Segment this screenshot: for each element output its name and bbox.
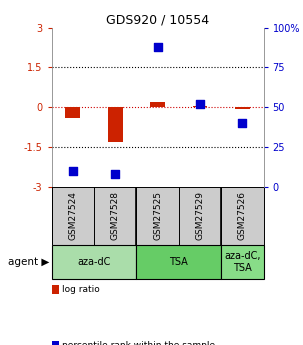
Bar: [235, 107, 250, 109]
Bar: [193, 106, 208, 107]
Text: GSM27528: GSM27528: [111, 191, 120, 240]
Text: percentile rank within the sample: percentile rank within the sample: [62, 341, 215, 345]
Title: GDS920 / 10554: GDS920 / 10554: [106, 13, 209, 27]
Text: TSA: TSA: [169, 257, 188, 267]
FancyBboxPatch shape: [221, 245, 264, 279]
Point: [240, 120, 245, 126]
Point: [113, 171, 118, 177]
Point: [70, 168, 75, 174]
Bar: [108, 107, 123, 142]
Text: GSM27526: GSM27526: [238, 191, 247, 240]
Text: GSM27529: GSM27529: [195, 191, 205, 240]
Text: aza-dC,
TSA: aza-dC, TSA: [224, 251, 261, 273]
Bar: [150, 102, 165, 107]
Text: aza-dC: aza-dC: [77, 257, 111, 267]
Point: [155, 44, 160, 49]
FancyBboxPatch shape: [52, 245, 136, 279]
Point: [198, 101, 202, 107]
FancyBboxPatch shape: [136, 245, 221, 279]
Text: GSM27525: GSM27525: [153, 191, 162, 240]
Bar: [65, 107, 80, 118]
Text: log ratio: log ratio: [62, 285, 100, 294]
Text: GSM27524: GSM27524: [68, 191, 77, 240]
Text: agent ▶: agent ▶: [8, 257, 49, 267]
